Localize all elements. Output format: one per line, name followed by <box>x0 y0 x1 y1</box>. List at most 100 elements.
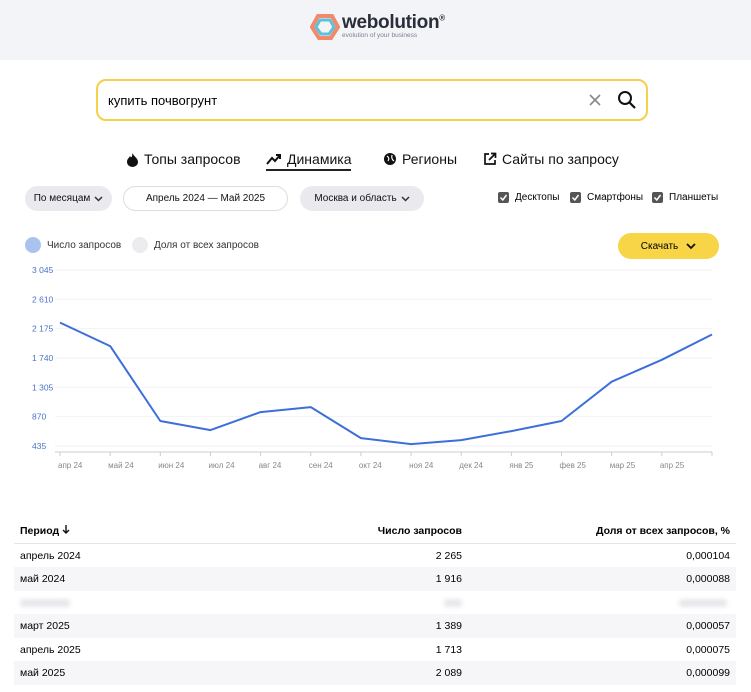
pill-label: По месяцам <box>33 193 91 204</box>
tab[interactable]: Регионы <box>383 151 457 167</box>
checkbox[interactable]: Планшеты <box>652 192 718 203</box>
checkbox[interactable]: Десктопы <box>498 192 559 203</box>
period-select[interactable]: По месяцам <box>25 186 112 211</box>
logo-icon <box>310 14 340 40</box>
cell: 1 916 <box>435 573 462 585</box>
table-row: апрель 2024 2 265 0,000104 <box>14 544 736 568</box>
y-tick-label: 870 <box>32 412 46 422</box>
legend-dot <box>25 237 41 253</box>
search-button[interactable] <box>617 90 637 110</box>
x-tick-label: сен 24 <box>309 461 334 470</box>
tagline: evolution of your business <box>342 32 418 39</box>
search-query[interactable]: купить почвогрунт <box>108 93 218 108</box>
pill-label: Москва и область <box>314 193 397 204</box>
x-tick-label: янв 25 <box>509 461 534 470</box>
cell: май 2024 <box>20 573 66 585</box>
cell: апрель 2025 <box>20 643 81 656</box>
x-tick-label: фев 25 <box>560 461 587 470</box>
cell: 1 713 <box>435 643 462 656</box>
table-row: май 2024 1 916 0,000088 <box>14 567 736 591</box>
y-tick-label: 2 610 <box>32 294 54 304</box>
x-tick-label: мар 25 <box>610 461 636 470</box>
legend-label: Доля от всех запросов <box>154 239 259 251</box>
header-cell[interactable]: Период <box>20 525 70 537</box>
sort-arrow <box>62 525 70 534</box>
legend-item[interactable]: Доля от всех запросов <box>132 237 259 253</box>
x-tick-label: май 24 <box>108 461 134 470</box>
y-tick-label: 1 305 <box>32 382 54 392</box>
checkbox[interactable]: Смартфоны <box>570 192 643 203</box>
header-cell: Число запросов <box>377 525 462 537</box>
cell: 2 089 <box>435 667 462 679</box>
y-tick-label: 1 740 <box>32 353 54 363</box>
table: Период Число запросов Доля от всех запро… <box>14 519 736 685</box>
tab[interactable]: Сайты по запросу <box>483 151 619 167</box>
search-box[interactable]: купить почвогрунт <box>96 79 648 121</box>
region-select[interactable]: Москва и область <box>300 186 424 211</box>
cell: 0,000075 <box>686 643 730 656</box>
logo-text: webolution <box>342 12 440 33</box>
legend-item[interactable]: Число запросов <box>25 237 121 253</box>
cell: 0,000104 <box>686 549 730 562</box>
logo-mark: ® <box>439 13 445 23</box>
logo[interactable]: webolution® <box>342 12 445 34</box>
tab[interactable]: Топы запросов <box>126 151 241 167</box>
table-row: апрель 2025 1 713 0,000075 <box>14 638 736 662</box>
x-tick-label: июл 24 <box>208 461 235 470</box>
cell: май 2025 <box>20 667 66 679</box>
cell: апрель 2024 <box>20 549 81 562</box>
chevron <box>686 242 696 249</box>
chevron <box>401 195 410 202</box>
table-row: май 2025 2 089 0,000099 <box>14 661 736 685</box>
checkbox-box <box>570 192 581 203</box>
legend-dot <box>132 237 148 253</box>
cell: 0,000099 <box>686 667 730 679</box>
checkbox-label: Планшеты <box>669 192 719 203</box>
y-tick-label: 3 045 <box>32 265 54 275</box>
header-cell: Доля от всех запросов, % <box>595 525 730 537</box>
table-header: Период Число запросов Доля от всех запро… <box>14 519 736 544</box>
trend-icon <box>266 154 281 165</box>
button-label: Скачать <box>640 240 679 252</box>
x-tick-label: дек 24 <box>459 461 483 470</box>
x-tick-label: июн 24 <box>158 461 185 470</box>
cell: 1 389 <box>435 620 462 632</box>
download-button[interactable]: Скачать <box>618 233 719 259</box>
x-tick-label: апр 24 <box>58 461 83 470</box>
table-row: март 2025 1 389 0,000057 <box>14 614 736 638</box>
tab-label: Топы запросов <box>144 151 241 167</box>
x-tick-label: апр 25 <box>660 461 685 470</box>
clear-button[interactable] <box>589 94 601 106</box>
link-icon <box>484 152 497 165</box>
y-tick-label: 2 175 <box>32 324 54 334</box>
cell: 0,000057 <box>686 620 730 632</box>
globe-icon <box>384 153 396 165</box>
cell: 0,000088 <box>686 573 730 585</box>
series-line <box>59 321 713 446</box>
top-bar <box>0 0 751 60</box>
blurred-row <box>14 591 736 615</box>
pill-label: Апрель 2024 — Май 2025 <box>145 193 266 204</box>
header-label: Период <box>20 525 60 537</box>
checkbox-label: Десктопы <box>515 192 560 203</box>
tab-label: Сайты по запросу <box>502 151 619 167</box>
tab-active[interactable]: Динамика <box>266 151 352 171</box>
chevron <box>94 195 103 202</box>
x-tick-label: ноя 24 <box>409 461 434 470</box>
tab-label: Динамика <box>287 151 352 167</box>
checkbox-label: Смартфоны <box>587 192 644 203</box>
cell: март 2025 <box>20 620 70 632</box>
x-tick-label: окт 24 <box>359 461 382 470</box>
fire-icon <box>127 152 138 167</box>
y-tick-label: 435 <box>32 441 46 451</box>
x-tick-label: авг 24 <box>259 461 282 470</box>
checkbox-box <box>652 192 663 203</box>
chart: 435 870 1 305 1 740 2 175 2 610 3 045 апр 24 май… <box>32 265 713 470</box>
date-range[interactable]: Апрель 2024 — Май 2025 <box>123 186 288 211</box>
cell: 2 265 <box>435 549 462 562</box>
checkbox-box <box>498 192 509 203</box>
legend-label: Число запросов <box>47 239 122 251</box>
tab-label: Регионы <box>402 151 458 167</box>
